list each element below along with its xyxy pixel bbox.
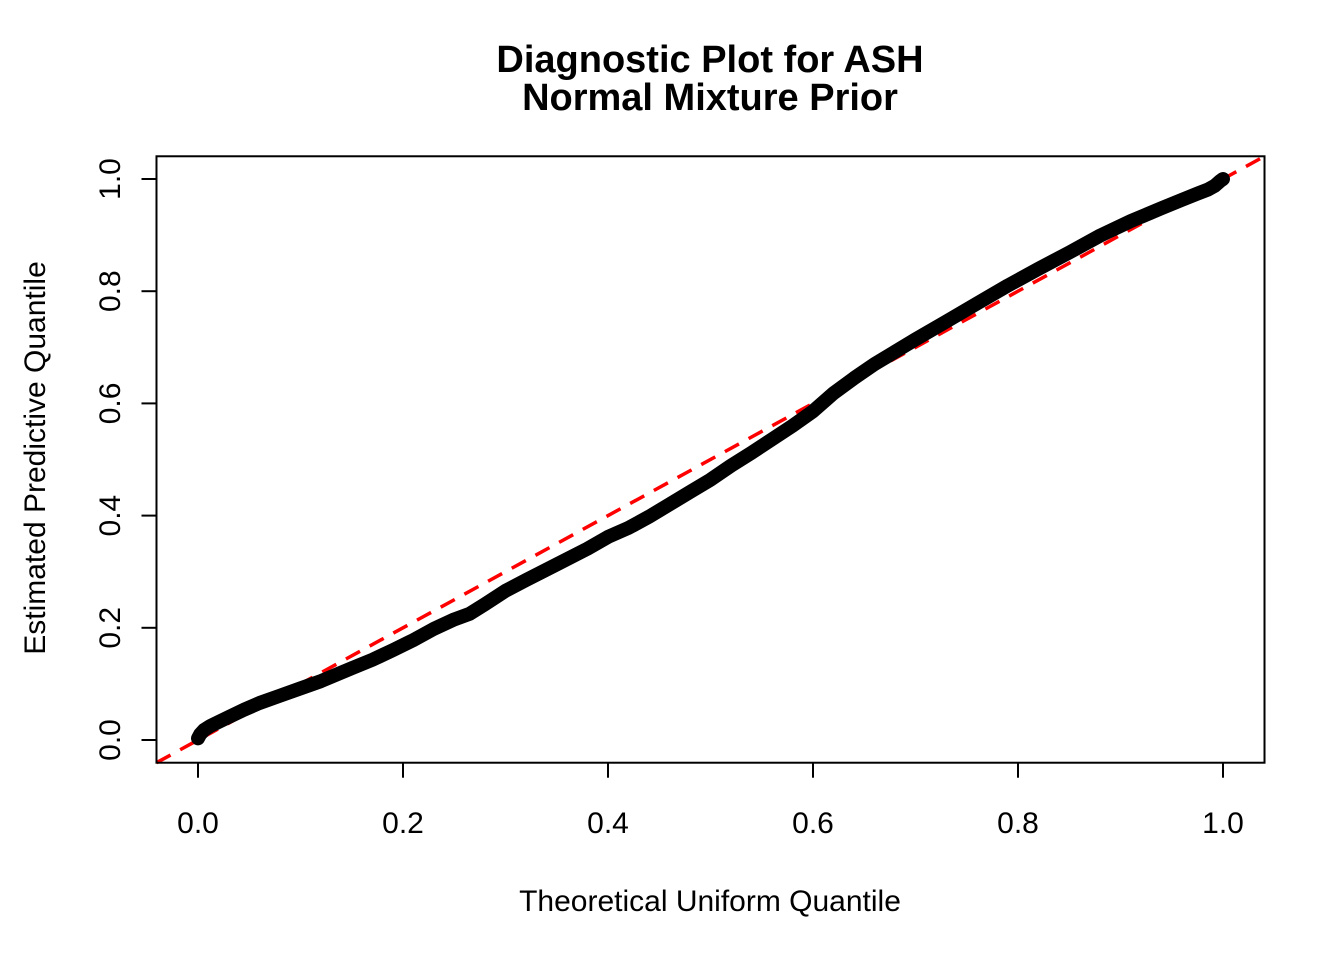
x-tick-label: 0.6 <box>792 807 834 840</box>
x-tick-label: 0.0 <box>177 807 219 840</box>
plot-title-line2: Normal Mixture Prior <box>522 77 898 119</box>
reference-diagonal-segment <box>155 154 1266 765</box>
plot-box <box>155 155 1266 764</box>
plot-title-line1: Diagnostic Plot for ASH <box>496 39 923 81</box>
x-tick-label: 0.2 <box>382 807 424 840</box>
y-tick-label: 1.0 <box>94 158 127 200</box>
y-tick-label: 0.6 <box>94 383 127 425</box>
x-tick-label: 1.0 <box>1202 807 1244 840</box>
y-tick-label: 0.2 <box>94 607 127 649</box>
y-axis: 0.0 0.2 0.4 0.6 0.8 1.0 <box>94 158 157 761</box>
y-tick-label: 0.8 <box>94 270 127 312</box>
reference-diagonal-line <box>155 154 1266 765</box>
x-axis: 0.0 0.2 0.4 0.6 0.8 1.0 <box>177 762 1244 840</box>
y-tick-label: 0.4 <box>94 495 127 537</box>
x-tick-label: 0.4 <box>587 807 629 840</box>
x-axis-title: Theoretical Uniform Quantile <box>519 885 901 918</box>
plot-box-rect <box>155 155 1266 764</box>
x-tick-label: 0.8 <box>997 807 1039 840</box>
y-axis-title: Estimated Predictive Quantile <box>19 261 52 655</box>
y-tick-label: 0.0 <box>94 719 127 761</box>
qq-curve <box>191 172 1230 746</box>
qq-curve-line <box>191 172 1230 746</box>
